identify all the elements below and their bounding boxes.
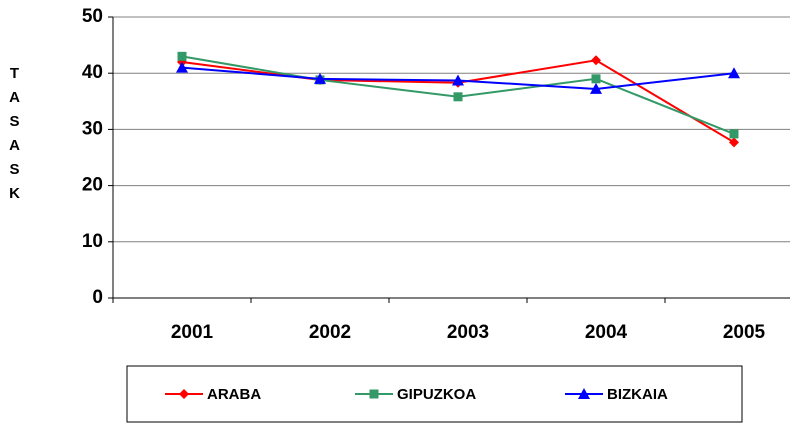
marker — [369, 389, 379, 399]
marker — [591, 74, 601, 84]
y-tick-label: 10 — [82, 231, 103, 252]
y-tick-label: 40 — [82, 62, 103, 83]
x-tick-label: 2003 — [447, 322, 489, 343]
marker — [729, 129, 739, 139]
x-tick-label: 2002 — [309, 322, 351, 343]
marker — [591, 55, 601, 66]
marker — [453, 92, 463, 102]
x-tick-label: 2001 — [171, 322, 214, 343]
marker — [590, 82, 602, 94]
marker — [728, 67, 740, 79]
marker — [179, 389, 189, 399]
legend-label: ARABA — [207, 386, 261, 403]
marker — [176, 61, 188, 73]
legend-label: BIZKAIA — [607, 386, 668, 403]
y-tick-label: 30 — [82, 118, 103, 139]
y-tick-label: 0 — [92, 287, 103, 308]
x-tick-label: 2004 — [585, 322, 628, 343]
y-tick-label: 50 — [82, 6, 103, 27]
marker — [578, 388, 590, 399]
y-axis-label: TASASK — [6, 65, 23, 209]
legend-label: GIPUZKOA — [397, 386, 476, 403]
legend-box — [126, 365, 743, 423]
marker — [452, 74, 464, 86]
marker — [729, 137, 739, 148]
x-tick-label: 2005 — [723, 322, 766, 343]
marker — [177, 51, 187, 61]
y-tick-label: 20 — [82, 175, 103, 196]
marker — [314, 72, 326, 84]
